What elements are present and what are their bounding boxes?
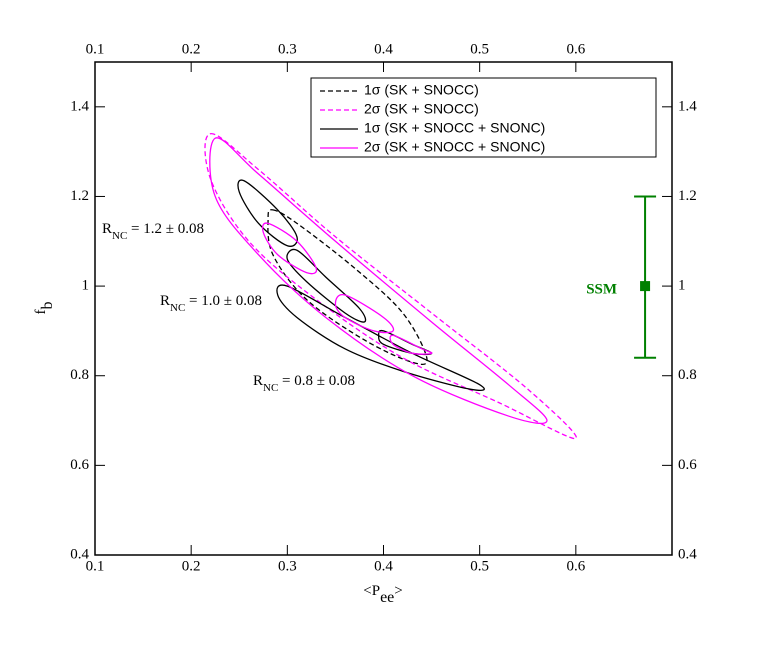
x-axis-label-part: > bbox=[394, 583, 402, 599]
y-tick-label: 1 bbox=[82, 278, 90, 294]
x-axis-label: <Pee> bbox=[363, 583, 402, 605]
legend-label: 2σ (SK + SNOCC) bbox=[364, 101, 479, 117]
y-tick-label-right: 0.8 bbox=[678, 367, 697, 383]
x-axis-label-part: <P bbox=[363, 583, 380, 599]
y-tick-label: 1.4 bbox=[70, 98, 89, 114]
annotation: RNC = 1.0 ± 0.08 bbox=[160, 293, 262, 313]
y-tick-label: 1.2 bbox=[70, 188, 89, 204]
x-tick-label: 0.2 bbox=[182, 558, 201, 574]
x-tick-label: 0.1 bbox=[86, 558, 105, 574]
y-tick-label-right: 1.2 bbox=[678, 188, 697, 204]
x-tick-label-top: 0.4 bbox=[374, 41, 393, 57]
ssm-point bbox=[640, 281, 651, 292]
y-tick-label-right: 0.6 bbox=[678, 457, 697, 473]
annotation-part: = 1.0 ± 0.08 bbox=[185, 293, 262, 309]
annotation-part: = 0.8 ± 0.08 bbox=[278, 373, 355, 389]
x-tick-label: 0.3 bbox=[278, 558, 297, 574]
legend-label: 1σ (SK + SNOCC + SNONC) bbox=[364, 120, 545, 136]
annotation-part: R bbox=[160, 293, 170, 309]
x-tick-label-top: 0.6 bbox=[566, 41, 585, 57]
x-tick-label: 0.5 bbox=[470, 558, 489, 574]
x-tick-label-top: 0.3 bbox=[278, 41, 297, 57]
annotation-part: NC bbox=[112, 230, 127, 242]
y-axis-label-part: f bbox=[33, 310, 49, 315]
y-axis-label-part: b bbox=[39, 302, 56, 310]
contour bbox=[237, 179, 485, 391]
annotation-part: R bbox=[253, 373, 263, 389]
contour bbox=[209, 137, 548, 425]
y-tick-label-right: 1 bbox=[678, 278, 686, 294]
x-tick-label-top: 0.2 bbox=[182, 41, 201, 57]
y-tick-label: 0.8 bbox=[70, 367, 89, 383]
y-tick-label: 0.4 bbox=[70, 546, 89, 562]
annotation-part: = 1.2 ± 0.08 bbox=[127, 221, 204, 237]
y-tick-label-right: 1.4 bbox=[678, 98, 697, 114]
legend-label: 1σ (SK + SNOCC) bbox=[364, 82, 479, 98]
annotation-part: NC bbox=[170, 302, 185, 314]
x-tick-label-top: 0.5 bbox=[470, 41, 489, 57]
legend-box bbox=[310, 77, 657, 158]
x-axis-label-part: ee bbox=[380, 589, 394, 606]
y-tick-label: 0.6 bbox=[70, 457, 89, 473]
legend-label: 2σ (SK + SNOCC + SNONC) bbox=[364, 139, 545, 155]
annotation: RNC = 0.8 ± 0.08 bbox=[253, 373, 355, 393]
annotation-part: NC bbox=[263, 382, 278, 394]
y-axis-label: fb bbox=[33, 302, 55, 315]
contour bbox=[204, 133, 577, 440]
annotation-part: R bbox=[102, 221, 112, 237]
ssm-label: SSM bbox=[586, 282, 617, 298]
x-tick-label: 0.6 bbox=[566, 558, 585, 574]
y-tick-label-right: 0.4 bbox=[678, 546, 697, 562]
x-tick-label: 0.4 bbox=[374, 558, 393, 574]
x-tick-label-top: 0.1 bbox=[86, 41, 105, 57]
contour bbox=[267, 209, 428, 365]
annotation: RNC = 1.2 ± 0.08 bbox=[102, 221, 204, 241]
